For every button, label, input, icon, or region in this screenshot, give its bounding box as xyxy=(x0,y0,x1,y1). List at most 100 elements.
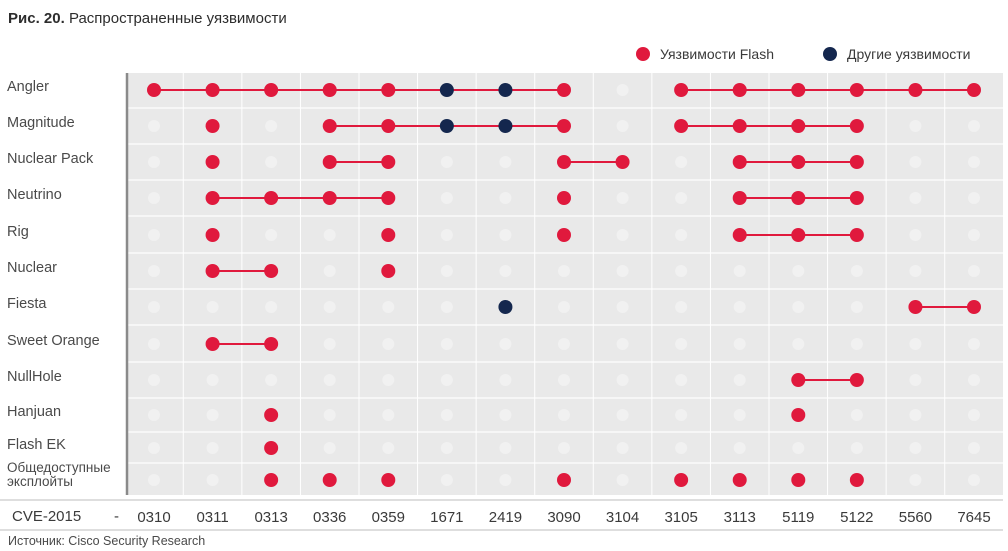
empty-dot xyxy=(675,301,688,313)
empty-dot xyxy=(616,338,629,350)
flash-vuln-dot xyxy=(849,473,864,487)
empty-dot xyxy=(148,156,160,168)
chart-panel xyxy=(127,73,1003,495)
empty-dot xyxy=(382,374,395,386)
empty-dot xyxy=(909,229,922,241)
empty-dot xyxy=(382,409,395,421)
flash-vuln-dot xyxy=(557,228,571,242)
empty-dot xyxy=(499,409,512,421)
x-tick-label: 0359 xyxy=(372,509,405,526)
flash-vuln-dot xyxy=(849,228,864,242)
flash-vuln-dot xyxy=(674,83,689,97)
empty-dot xyxy=(499,374,512,386)
figure-title-prefix: Рис. 20. xyxy=(8,10,65,27)
x-tick-label: 0336 xyxy=(313,509,346,526)
empty-dot xyxy=(265,229,278,241)
row-label: Neutrino xyxy=(7,187,62,203)
empty-dot xyxy=(440,374,453,386)
empty-dot xyxy=(616,442,629,454)
flash-vuln-dot xyxy=(791,119,806,133)
empty-dot xyxy=(616,229,629,241)
empty-dot xyxy=(558,374,570,386)
legend-other-label: Другие уязвимости xyxy=(847,46,971,62)
empty-dot xyxy=(558,409,570,421)
x-tick-label: 0310 xyxy=(137,509,170,526)
empty-dot xyxy=(792,442,805,454)
flash-vuln-dot xyxy=(205,155,220,169)
empty-dot xyxy=(968,338,980,350)
empty-dot xyxy=(968,265,980,277)
flash-vuln-dot xyxy=(908,83,923,97)
empty-dot xyxy=(909,374,922,386)
x-tick-label: 5560 xyxy=(899,509,932,526)
empty-dot xyxy=(616,301,629,313)
flash-vuln-dot xyxy=(967,300,981,314)
empty-dot xyxy=(675,265,688,277)
flash-vuln-dot xyxy=(264,83,279,97)
empty-dot xyxy=(148,374,160,386)
row-label: Nuclear xyxy=(7,260,57,276)
empty-dot xyxy=(148,442,160,454)
empty-dot xyxy=(616,474,629,486)
x-tick-label: 0313 xyxy=(254,509,287,526)
row-label: Fiesta xyxy=(7,296,47,312)
other-vuln-dot xyxy=(439,83,454,97)
empty-dot xyxy=(382,338,395,350)
flash-vuln-dot xyxy=(322,473,337,487)
empty-dot xyxy=(616,120,629,132)
flash-vuln-dot xyxy=(557,83,571,97)
empty-dot xyxy=(148,229,160,241)
flash-vuln-dot xyxy=(791,473,806,487)
flash-vuln-dot xyxy=(205,191,220,205)
empty-dot xyxy=(558,265,570,277)
empty-dot xyxy=(616,374,629,386)
empty-dot xyxy=(909,156,922,168)
legend-flash-dot xyxy=(636,47,650,61)
empty-dot xyxy=(323,265,336,277)
empty-dot xyxy=(616,192,629,204)
flash-vuln-dot xyxy=(557,119,571,133)
empty-dot xyxy=(206,474,219,486)
x-tick-label: 3113 xyxy=(724,509,756,526)
row-label: Sweet Orange xyxy=(7,333,100,349)
empty-dot xyxy=(675,442,688,454)
flash-vuln-dot xyxy=(322,83,337,97)
empty-dot xyxy=(909,265,922,277)
flash-vuln-dot xyxy=(791,83,806,97)
x-tick-label: 3105 xyxy=(664,509,697,526)
empty-dot xyxy=(499,192,512,204)
other-vuln-dot xyxy=(498,119,513,133)
empty-dot xyxy=(850,409,863,421)
empty-dot xyxy=(323,374,336,386)
flash-vuln-dot xyxy=(381,191,396,205)
flash-vuln-dot xyxy=(381,83,396,97)
empty-dot xyxy=(968,156,980,168)
x-tick-label: 5119 xyxy=(782,509,814,526)
empty-dot xyxy=(792,265,805,277)
empty-dot xyxy=(968,120,980,132)
flash-vuln-dot xyxy=(205,119,220,133)
flash-vuln-dot xyxy=(205,83,220,97)
flash-vuln-dot xyxy=(615,155,630,169)
empty-dot xyxy=(382,301,395,313)
flash-vuln-dot xyxy=(205,264,220,278)
empty-dot xyxy=(206,374,219,386)
flash-vuln-dot xyxy=(732,228,747,242)
flash-vuln-dot xyxy=(147,83,161,97)
empty-dot xyxy=(558,338,570,350)
empty-dot xyxy=(265,374,278,386)
empty-dot xyxy=(206,301,219,313)
flash-vuln-dot xyxy=(381,119,396,133)
x-tick-label: 0311 xyxy=(196,509,228,526)
flash-vuln-dot xyxy=(908,300,923,314)
empty-dot xyxy=(675,338,688,350)
flash-vuln-dot xyxy=(381,228,396,242)
empty-dot xyxy=(440,301,453,313)
empty-dot xyxy=(733,374,746,386)
empty-dot xyxy=(733,409,746,421)
legend-other-dot xyxy=(823,47,837,61)
x-tick-label: 5122 xyxy=(840,509,873,526)
flash-vuln-dot xyxy=(674,119,689,133)
empty-dot xyxy=(440,229,453,241)
